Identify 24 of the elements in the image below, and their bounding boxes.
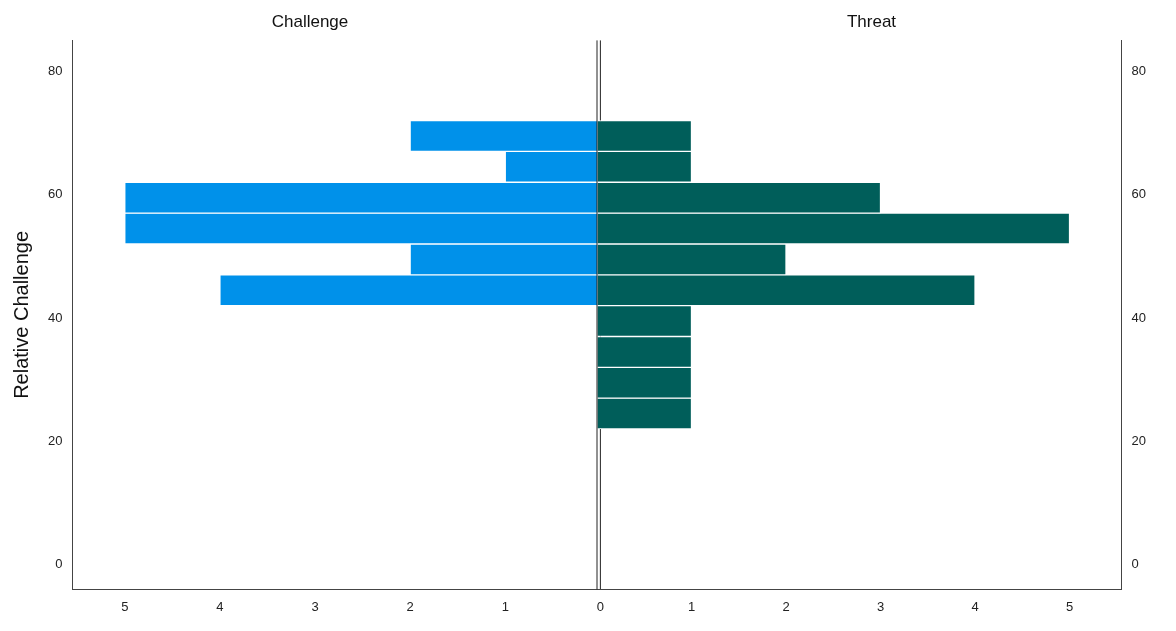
y-tick-label: 0 xyxy=(55,556,63,572)
x-tick-label: 4 xyxy=(971,598,979,614)
y-axis-title: Relative Challenge xyxy=(9,230,32,399)
x-tick-label: 3 xyxy=(876,598,885,614)
y-tick-label: 40 xyxy=(1131,309,1147,325)
y-tick-label: 20 xyxy=(1131,432,1147,448)
x-tick-label: 2 xyxy=(782,598,790,614)
x-tick-label: 5 xyxy=(1065,598,1074,614)
y-tick-label: 0 xyxy=(1131,556,1139,572)
chart-title: Challenge xyxy=(271,11,349,31)
x-tick-label: 4 xyxy=(216,598,224,614)
x-tick-label: 2 xyxy=(406,598,414,614)
y-tick-label: 80 xyxy=(1131,62,1147,78)
x-tick-label: 1 xyxy=(687,598,696,614)
y-tick-label: 60 xyxy=(47,186,63,202)
x-tick-label: 0 xyxy=(596,598,604,614)
x-tick-label: 1 xyxy=(501,598,509,614)
y-tick-label: 40 xyxy=(47,309,63,325)
chart-title: Threat xyxy=(846,11,897,31)
y-tick-label: 80 xyxy=(47,62,63,78)
y-tick-label: 20 xyxy=(47,432,63,448)
x-tick-label: 5 xyxy=(121,598,129,614)
x-tick-label: 3 xyxy=(311,598,319,614)
y-tick-label: 60 xyxy=(1131,186,1147,202)
